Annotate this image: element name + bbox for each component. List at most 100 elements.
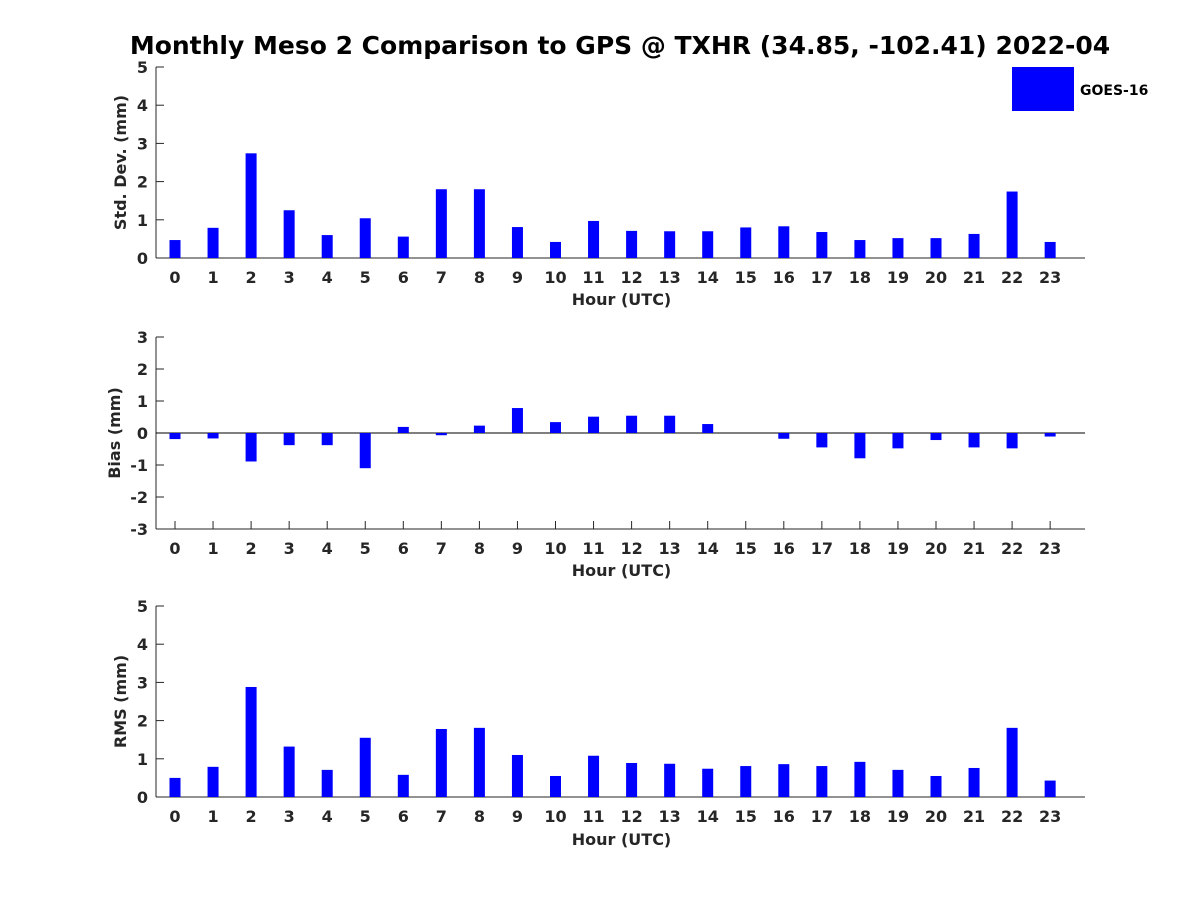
x-tick-label: 7: [436, 268, 447, 287]
bar-hour-7: [435, 189, 447, 258]
bar-hour-0: [169, 240, 181, 258]
bar-hour-1: [207, 433, 219, 439]
x-tick-label: 15: [735, 539, 757, 558]
y-axis-label: RMS (mm): [111, 655, 130, 748]
bar-hour-14: [702, 424, 714, 433]
bar-hour-20: [930, 433, 942, 441]
x-tick-label: 12: [620, 539, 642, 558]
x-axis-label: Hour (UTC): [572, 830, 672, 849]
x-tick-label: 10: [544, 807, 566, 826]
bar-hour-8: [473, 425, 485, 433]
bar-hour-3: [283, 210, 295, 258]
x-tick-label: 2: [246, 539, 257, 558]
y-tick-label: -3: [130, 520, 148, 539]
bar-hour-22: [1006, 433, 1018, 449]
x-tick-label: 23: [1039, 539, 1061, 558]
x-tick-label: 16: [773, 539, 795, 558]
bar-hour-10: [550, 775, 561, 797]
x-tick-label: 3: [284, 807, 295, 826]
x-tick-label: 4: [322, 539, 333, 558]
bar-hour-17: [816, 232, 828, 258]
x-tick-label: 11: [582, 807, 604, 826]
x-tick-label: 18: [849, 807, 871, 826]
x-tick-label: 13: [659, 539, 681, 558]
x-tick-label: 17: [811, 268, 833, 287]
x-tick-label: 7: [436, 807, 447, 826]
bar-hour-20: [930, 238, 942, 258]
legend: GOES-16: [1012, 67, 1148, 111]
y-tick-label: 5: [137, 597, 148, 616]
x-tick-label: 7: [436, 539, 447, 558]
x-tick-label: 1: [207, 268, 218, 287]
bar-hour-13: [664, 231, 676, 258]
bar-hour-21: [968, 233, 980, 258]
bar-hour-9: [511, 227, 523, 258]
y-tick-label: 1: [137, 750, 148, 769]
x-tick-label: 13: [659, 268, 681, 287]
bar-hour-22: [1006, 727, 1018, 797]
x-tick-label: 17: [811, 539, 833, 558]
bar-hour-16: [778, 433, 790, 439]
x-tick-label: 0: [169, 807, 180, 826]
bar-hour-22: [1006, 191, 1018, 258]
bar-hour-1: [207, 227, 219, 258]
bar-hour-5: [359, 433, 371, 469]
bar-hour-13: [664, 415, 676, 433]
x-tick-label: 20: [925, 807, 947, 826]
x-tick-label: 1: [207, 807, 218, 826]
bar-hour-16: [778, 764, 790, 797]
bar-hour-12: [626, 763, 638, 797]
x-tick-label: 8: [474, 268, 485, 287]
x-tick-label: 0: [169, 539, 180, 558]
bar-hour-17: [816, 433, 828, 448]
bar-hour-11: [588, 220, 600, 258]
x-tick-label: 21: [963, 268, 985, 287]
x-tick-label: 3: [284, 539, 295, 558]
y-tick-label: 5: [137, 58, 148, 77]
x-tick-label: 6: [398, 268, 409, 287]
x-tick-label: 5: [360, 539, 371, 558]
x-tick-label: 22: [1001, 268, 1023, 287]
x-tick-label: 8: [474, 539, 485, 558]
x-tick-label: 5: [360, 268, 371, 287]
bar-hour-1: [207, 766, 219, 797]
bar-hour-4: [321, 235, 333, 258]
y-tick-label: 1: [137, 392, 148, 411]
bar-hour-23: [1044, 433, 1056, 437]
x-tick-label: 23: [1039, 268, 1061, 287]
bar-hour-10: [550, 422, 561, 433]
x-tick-label: 2: [246, 268, 257, 287]
bar-hour-21: [968, 433, 980, 448]
y-tick-label: 2: [137, 360, 148, 379]
bar-hour-2: [245, 433, 257, 462]
x-tick-label: 19: [887, 539, 909, 558]
x-tick-label: 18: [849, 268, 871, 287]
x-tick-label: 17: [811, 807, 833, 826]
bar-hour-19: [892, 769, 904, 797]
bar-hour-2: [245, 153, 257, 258]
x-tick-label: 23: [1039, 807, 1061, 826]
x-tick-label: 21: [963, 807, 985, 826]
y-tick-label: 3: [137, 328, 148, 347]
legend-label: GOES-16: [1080, 83, 1148, 99]
y-tick-label: -1: [130, 456, 148, 475]
x-tick-label: 11: [582, 268, 604, 287]
bar-hour-20: [930, 775, 942, 797]
bar-hour-18: [854, 240, 866, 258]
x-tick-label: 21: [963, 539, 985, 558]
bar-hour-3: [283, 746, 295, 797]
x-tick-label: 6: [398, 807, 409, 826]
bar-hour-3: [283, 433, 295, 446]
x-tick-label: 18: [849, 539, 871, 558]
y-tick-label: 0: [137, 424, 148, 443]
bar-hour-15: [740, 766, 752, 797]
x-tick-label: 22: [1001, 807, 1023, 826]
y-axis-label: Bias (mm): [105, 387, 124, 479]
y-tick-label: 4: [137, 635, 148, 654]
bar-hour-21: [968, 767, 980, 797]
x-axis-label: Hour (UTC): [572, 290, 672, 309]
x-tick-label: 20: [925, 268, 947, 287]
